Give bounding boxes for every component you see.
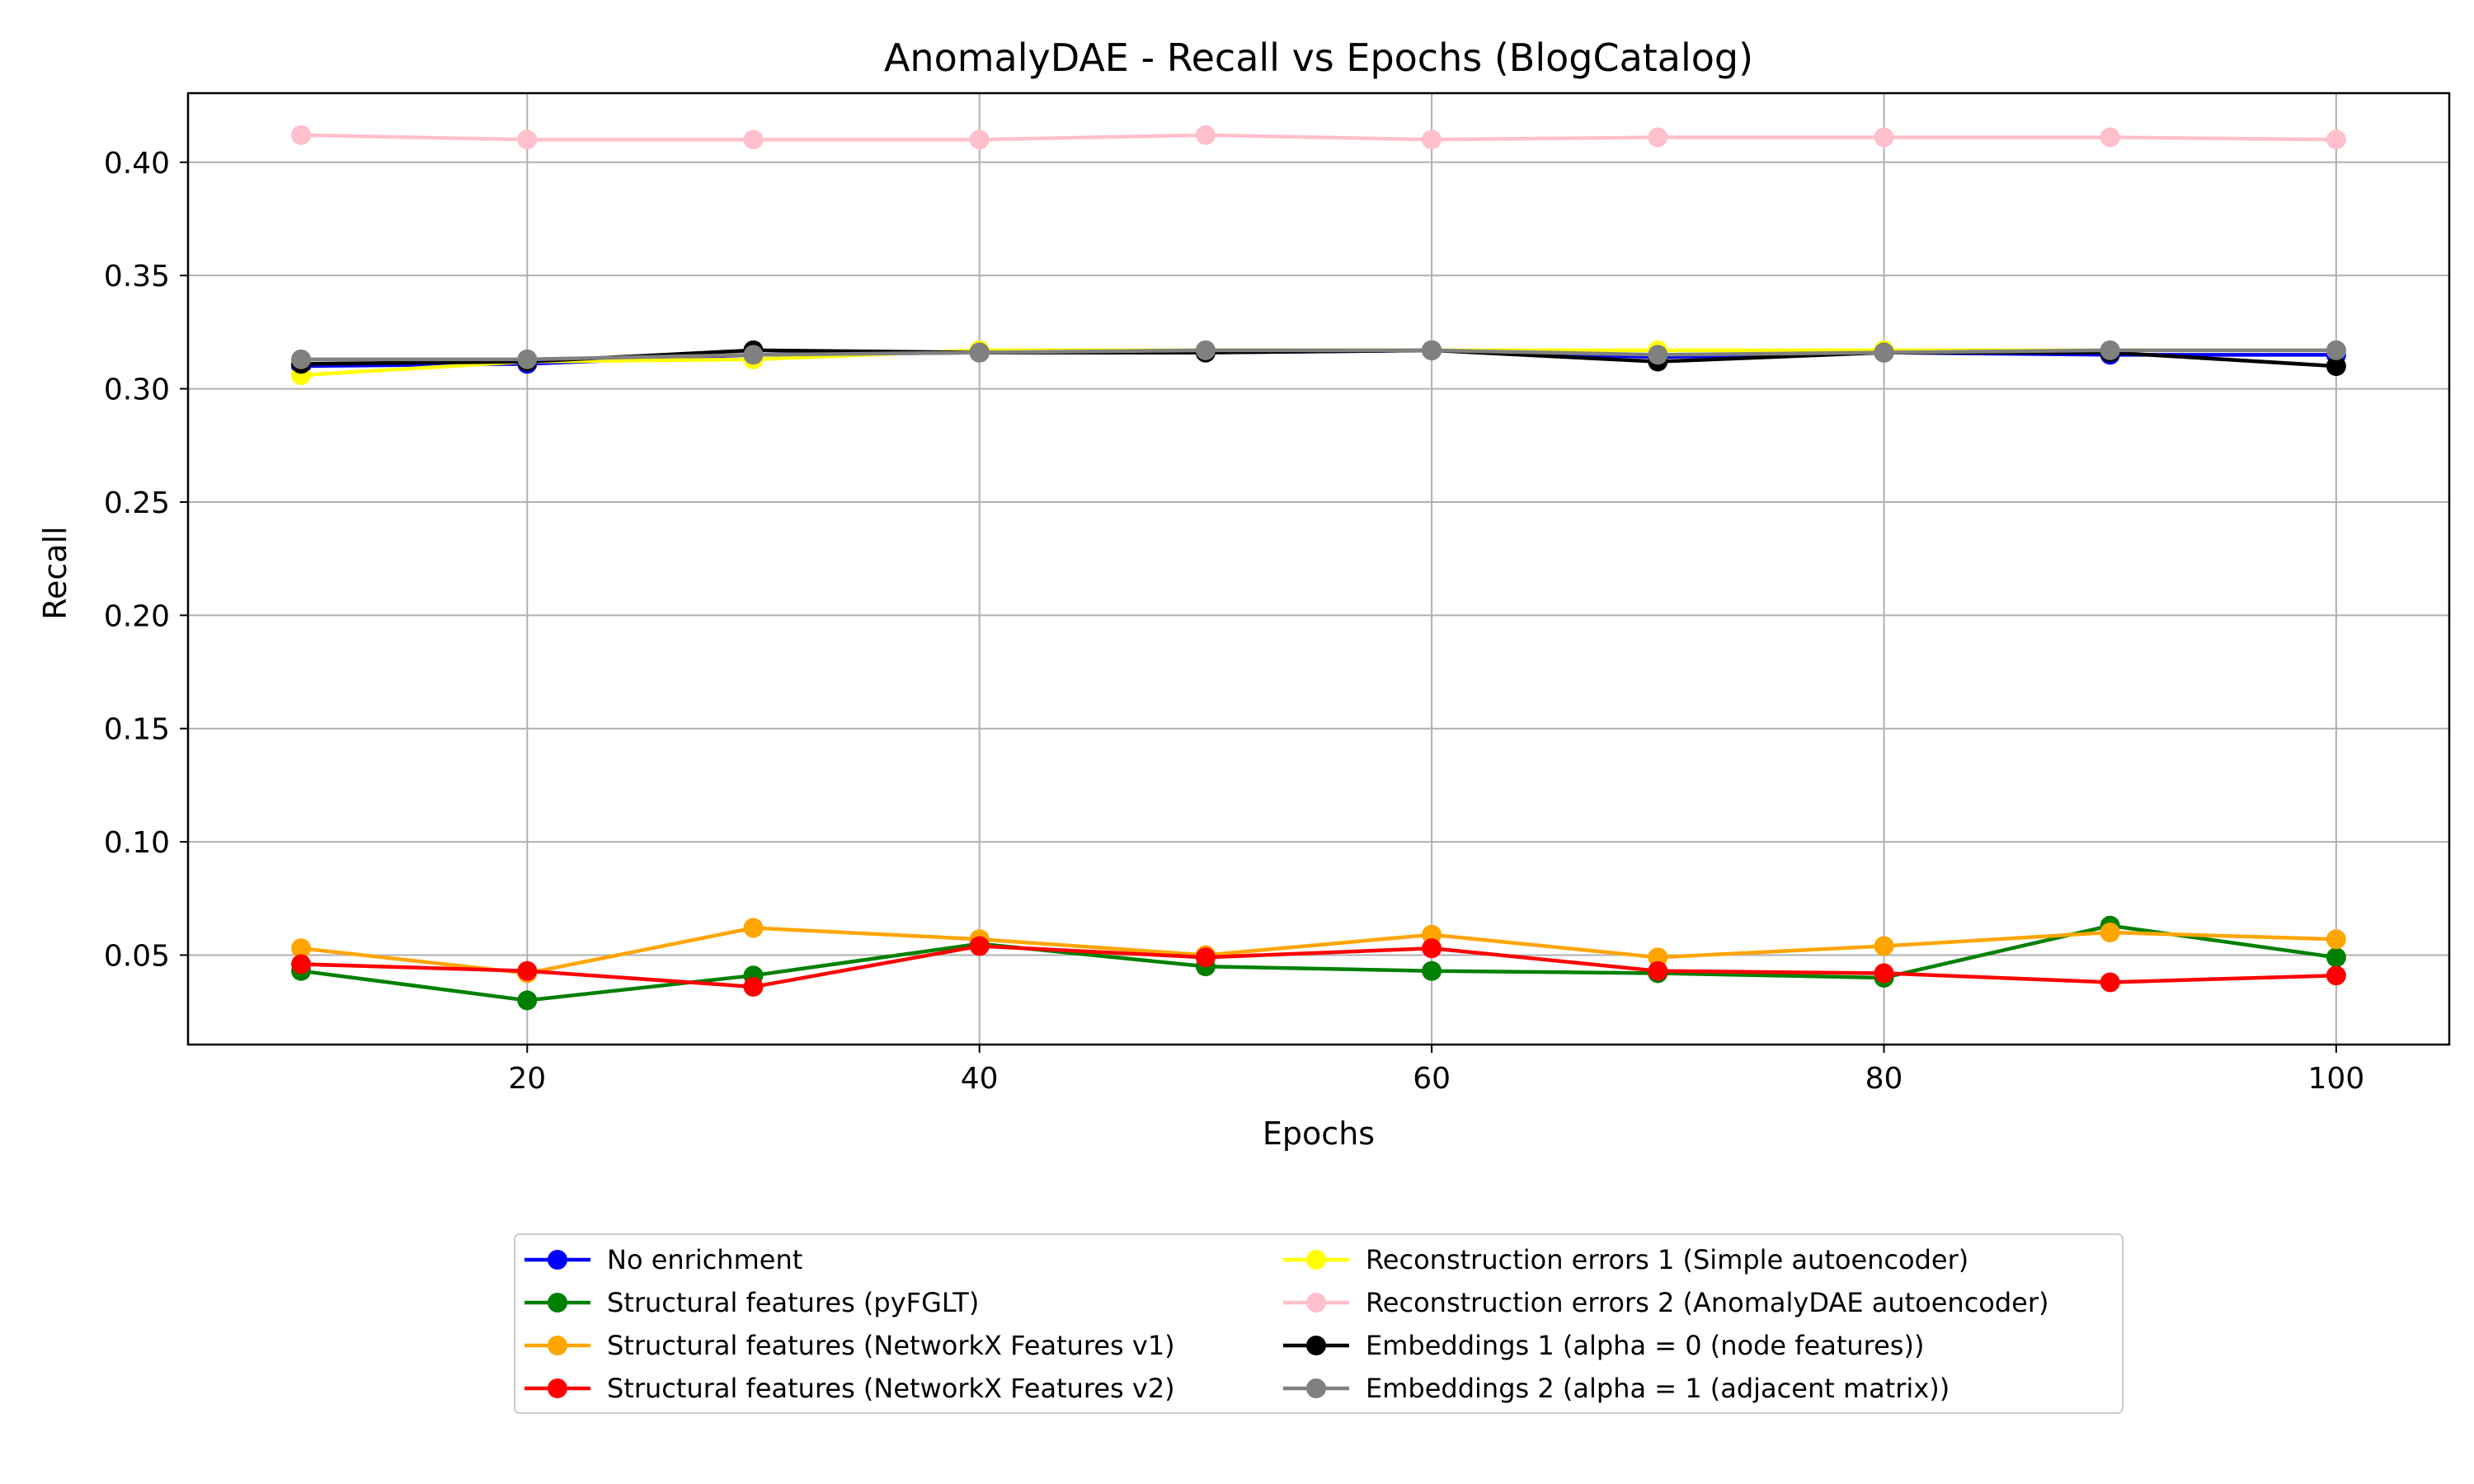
data-point: [743, 129, 764, 150]
data-point: [1195, 340, 1216, 360]
data-point: [1422, 960, 1442, 981]
y-tick-label: 0.20: [104, 599, 170, 633]
data-point: [291, 938, 312, 959]
y-axis-label: Recall: [37, 526, 73, 619]
plot-frame: [186, 92, 2451, 1046]
series-line: [300, 926, 2336, 975]
legend-item: Reconstruction errors 2 (AnomalyDAE auto…: [1283, 1287, 2049, 1318]
legend-swatch-marker: [548, 1378, 567, 1398]
data-point: [291, 349, 312, 369]
data-point: [2326, 947, 2346, 968]
legend-label: Structural features (NetworkX Features v…: [607, 1330, 1175, 1361]
x-tick-label: 100: [2308, 1062, 2365, 1096]
series-4: [291, 936, 2346, 997]
data-point: [2326, 356, 2346, 377]
x-tick-label: 60: [1413, 1062, 1451, 1096]
legend-swatch-marker: [548, 1336, 567, 1355]
data-point: [291, 124, 312, 145]
data-point: [1422, 129, 1442, 150]
data-point: [2100, 922, 2120, 942]
legend-swatch-marker: [548, 1293, 567, 1313]
data-point: [1648, 127, 1668, 148]
series-8: [291, 340, 2346, 369]
data-point: [2100, 340, 2120, 360]
y-tick-label: 0.10: [104, 826, 170, 860]
legend-label: Structural features (pyFGLT): [607, 1287, 979, 1318]
y-tick-label: 0.35: [104, 260, 170, 294]
legend-label: Structural features (NetworkX Features v…: [607, 1373, 1175, 1404]
legend-item: Reconstruction errors 1 (Simple autoenco…: [1283, 1244, 1968, 1275]
x-axis-label: Epochs: [1263, 1115, 1375, 1152]
data-point: [1874, 342, 1894, 363]
data-point: [2100, 127, 2120, 148]
legend-swatch-marker: [1306, 1336, 1326, 1355]
legend-item: Structural features (pyFGLT): [524, 1287, 979, 1318]
legend-label: Reconstruction errors 1 (Simple autoenco…: [1366, 1244, 1968, 1275]
legend-item: Structural features (NetworkX Features v…: [524, 1373, 1175, 1404]
data-point: [2326, 929, 2346, 950]
legend-swatch-marker: [1306, 1293, 1326, 1313]
data-point: [743, 918, 764, 938]
y-tick-label: 0.25: [104, 486, 170, 520]
data-point: [517, 990, 538, 1011]
data-point: [291, 954, 312, 974]
data-point: [1648, 947, 1668, 968]
legend-frame: [514, 1233, 2124, 1414]
legend-label: Embeddings 1 (alpha = 0 (node features)): [1366, 1330, 1924, 1361]
data-point: [1422, 924, 1442, 945]
data-point: [2326, 129, 2346, 150]
data-point: [1874, 127, 1894, 148]
tick-layer: 20 40 60 80 100 0.05 0.10 0.15 0.20 0.25 0.30 0.35 0…: [104, 147, 2364, 1096]
legend-label: No enrichment: [607, 1244, 802, 1275]
data-point: [1422, 340, 1442, 360]
x-tick-label: 80: [1865, 1062, 1903, 1096]
series-line: [301, 348, 2336, 362]
legend: No enrichment Structural features (pyFGLT…: [514, 1233, 2124, 1414]
series-line: [300, 923, 2337, 1003]
data-point: [517, 960, 538, 981]
legend-label: Reconstruction errors 2 (AnomalyDAE auto…: [1366, 1287, 2049, 1318]
y-tick-label: 0.40: [104, 147, 170, 181]
data-point: [969, 129, 990, 150]
x-tick-label: 40: [961, 1062, 999, 1096]
data-point: [1195, 124, 1216, 145]
data-point: [1422, 938, 1442, 959]
x-tick-label: 20: [508, 1062, 546, 1096]
data-point: [517, 129, 538, 150]
data-point: [743, 345, 764, 365]
data-point: [1874, 963, 1894, 984]
series-line: [301, 944, 2336, 989]
data-point: [1648, 960, 1668, 981]
legend-swatch-marker: [548, 1250, 567, 1270]
grid-layer: [188, 93, 2449, 1045]
data-point: [2326, 965, 2346, 986]
data-point: [743, 976, 764, 997]
legend-item: Embeddings 2 (alpha = 1 (adjacent matrix…: [1283, 1373, 1950, 1404]
y-tick-label: 0.05: [104, 939, 170, 973]
y-tick-label: 0.15: [104, 713, 170, 747]
legend-item: No enrichment: [524, 1244, 802, 1275]
series-6: [291, 124, 2346, 150]
legend-item: Structural features (NetworkX Features v…: [524, 1330, 1175, 1361]
data-point: [1195, 947, 1216, 968]
legend-label: Embeddings 2 (alpha = 1 (adjacent matrix…: [1366, 1373, 1950, 1404]
legend-swatch-marker: [1306, 1378, 1326, 1398]
legend-swatch-marker: [1306, 1250, 1326, 1270]
series-layer: [291, 124, 2346, 1011]
data-point: [1874, 936, 1894, 956]
legend-item: Embeddings 1 (alpha = 0 (node features)): [1283, 1330, 1924, 1361]
y-tick-label: 0.30: [104, 373, 170, 407]
data-point: [2100, 972, 2120, 993]
data-point: [969, 342, 990, 363]
data-point: [517, 349, 538, 369]
data-point: [1648, 345, 1668, 365]
series-line: [301, 133, 2336, 142]
data-point: [969, 936, 990, 956]
chart-title: AnomalyDAE - Recall vs Epochs (BlogCatal…: [884, 35, 1753, 80]
data-point: [2326, 340, 2346, 360]
